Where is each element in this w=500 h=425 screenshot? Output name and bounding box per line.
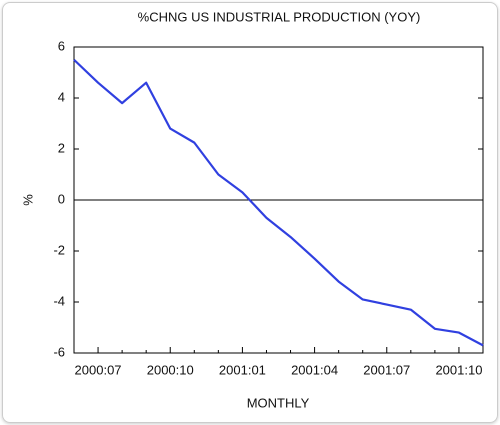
x-tick-label: 2000:10: [147, 362, 194, 377]
y-tick-label: 0: [58, 191, 65, 206]
x-tick-label: 2001:07: [363, 362, 410, 377]
x-tick-label: 2001:10: [435, 362, 482, 377]
y-tick-label: -6: [53, 344, 65, 359]
data-line: [73, 58, 484, 347]
y-tick-label: 4: [58, 89, 65, 104]
y-axis-label: %: [20, 194, 35, 206]
x-tick-label: 2000:07: [75, 362, 122, 377]
chart-title: %CHNG US INDUSTRIAL PRODUCTION (YOY): [138, 9, 421, 24]
y-tick-label: 6: [58, 38, 65, 53]
y-tick-label: 2: [58, 140, 65, 155]
chart: %CHNG US INDUSTRIAL PRODUCTION (YOY) % M…: [20, 9, 484, 410]
x-axis-label: MONTHLY: [247, 395, 310, 410]
y-tick-label: -4: [53, 293, 65, 308]
y-tick-label: -2: [53, 242, 65, 257]
x-tick-label: 2001:04: [291, 362, 338, 377]
x-tick-label: 2001:01: [219, 362, 266, 377]
